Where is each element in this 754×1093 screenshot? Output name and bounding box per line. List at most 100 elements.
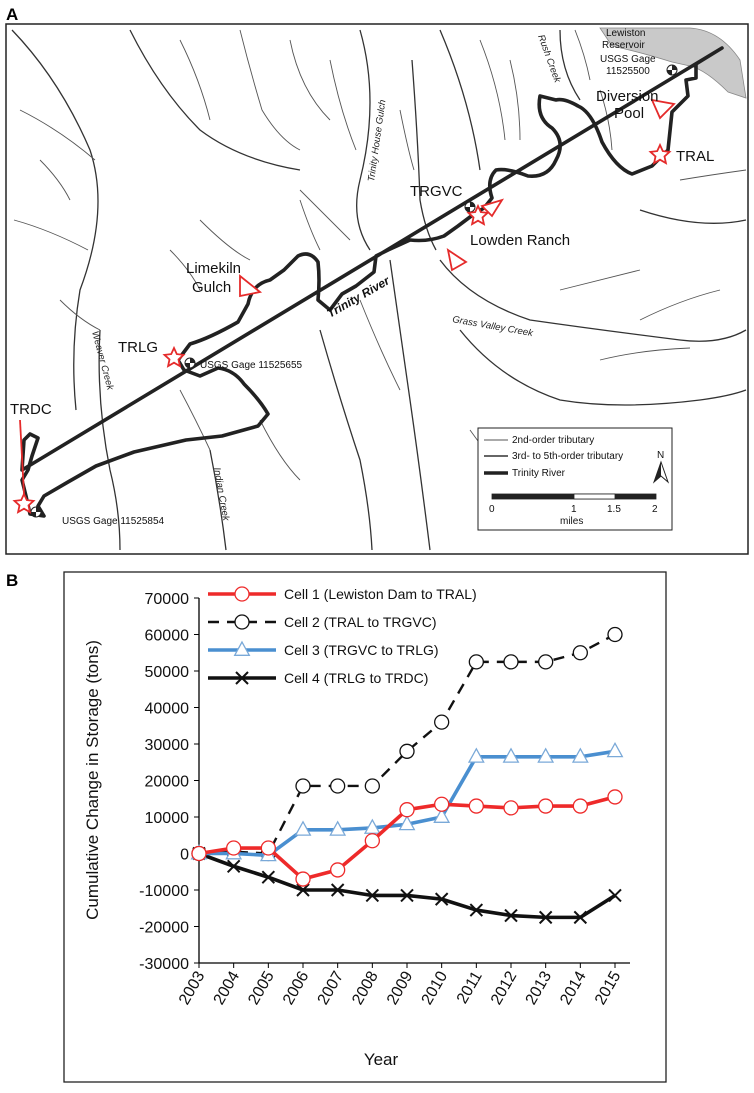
- data-point: [502, 747, 520, 763]
- data-point: [503, 654, 519, 670]
- data-point: [572, 645, 588, 661]
- data-point: [607, 626, 623, 643]
- data-point: [364, 833, 380, 849]
- lewiston-reservoir-label-1: Lewiston: [606, 28, 645, 39]
- diversion-pool-label-2: Pool: [614, 105, 644, 122]
- y-tick-label: 60000: [145, 628, 190, 645]
- scale-unit-label: miles: [560, 516, 583, 527]
- legend-trib2-label: 2nd-order tributary: [512, 435, 594, 446]
- data-point: [330, 883, 345, 897]
- star-icon-tral: [648, 142, 672, 165]
- data-point: [468, 654, 484, 670]
- north-label: N: [657, 450, 664, 461]
- legend-label-4: Cell 4 (TRLG to TRDC): [284, 670, 428, 686]
- trdc-label: TRDC: [10, 401, 52, 418]
- data-point: [433, 807, 451, 823]
- scale-tick-0: 0: [489, 504, 495, 515]
- tral-label: TRAL: [676, 148, 714, 165]
- data-point: [399, 802, 415, 818]
- data-point: [608, 888, 622, 903]
- data-point: [467, 747, 485, 763]
- data-point: [538, 654, 554, 670]
- scale-bar: [491, 493, 657, 500]
- data-point: [400, 888, 414, 903]
- gage-11525854-label: USGS Gage 11525854: [62, 516, 165, 527]
- y-tick-label: -10000: [139, 883, 189, 900]
- triangle-icon-limekiln: [239, 274, 263, 298]
- legend-marker-2: [234, 614, 250, 630]
- gage-11525655: [184, 357, 196, 369]
- limekiln-label-2: Gulch: [192, 279, 231, 296]
- data-point: [538, 910, 553, 925]
- data-point: [434, 892, 449, 906]
- data-point: [434, 796, 450, 812]
- triangle-icon-diversion-pool: [650, 98, 676, 120]
- y-tick-label: -30000: [139, 956, 189, 973]
- legend-river-label: Trinity River: [512, 468, 566, 479]
- y-tick-label: 30000: [145, 737, 190, 754]
- panel-a-letter: A: [6, 5, 18, 24]
- gage-11525500: [666, 64, 678, 76]
- y-tick-label: -20000: [139, 920, 189, 937]
- y-tick-label: 10000: [145, 810, 190, 827]
- map-legend: 2nd-order tributary 3rd- to 5th-order tr…: [477, 427, 673, 531]
- gage-trgvc: [464, 201, 476, 213]
- y-tick-label: 40000: [145, 701, 190, 718]
- triangle-icon-lowden-2: [446, 248, 468, 272]
- data-point: [295, 871, 311, 887]
- legend-marker-3: [233, 640, 251, 656]
- series-2: [191, 626, 623, 862]
- limekiln-label-1: Limekiln: [186, 260, 241, 277]
- data-point: [330, 862, 346, 878]
- data-point: [294, 820, 312, 836]
- y-tick-label: 20000: [145, 774, 190, 791]
- x-axis-title: Year: [364, 1050, 399, 1069]
- tributary-network: [11, 29, 747, 551]
- scale-tick-1: 1: [571, 504, 577, 515]
- data-point: [434, 714, 450, 730]
- data-point: [573, 910, 588, 925]
- star-icon-trgvc: [466, 203, 490, 226]
- data-point: [261, 870, 276, 884]
- y-tick-label: 0: [180, 847, 189, 864]
- y-tick-label: 50000: [145, 664, 190, 681]
- legend-label-1: Cell 1 (Lewiston Dam to TRAL): [284, 586, 477, 602]
- diversion-pool-label-1: Diversion: [596, 88, 659, 105]
- map-panel: Lewiston Reservoir USGS Gage 11525500 Di…: [5, 23, 749, 555]
- data-point: [260, 840, 276, 856]
- lowden-ranch-label: Lowden Ranch: [470, 232, 570, 249]
- legend-marker-1: [234, 586, 250, 602]
- lewiston-reservoir-label-2: Reservoir: [602, 40, 645, 51]
- scale-tick-3: 2: [652, 504, 658, 515]
- trdc-pointer-line: [19, 419, 25, 495]
- gage-11525655-label: USGS Gage 11525655: [200, 360, 303, 371]
- data-point: [571, 747, 589, 763]
- series-layer: [190, 626, 624, 925]
- y-tick-label: 70000: [145, 591, 190, 608]
- data-point: [365, 888, 380, 903]
- data-point: [606, 741, 624, 758]
- y-axis-title: Cumulative Change in Storage (tons): [83, 640, 102, 920]
- data-point: [398, 814, 416, 831]
- scale-tick-2: 1.5: [607, 504, 621, 515]
- data-point: [572, 798, 588, 814]
- chart-legend: Cell 1 (Lewiston Dam to TRAL) Cell 2 (TRA…: [208, 586, 477, 686]
- data-point: [399, 743, 415, 759]
- trinity-river-channel: [20, 46, 724, 518]
- trlg-label: TRLG: [118, 339, 158, 356]
- star-icon-trdc: [12, 491, 36, 514]
- data-point: [504, 908, 518, 923]
- data-point: [226, 840, 242, 856]
- data-point: [329, 820, 347, 836]
- lewiston-reservoir: [599, 27, 747, 99]
- series-4: [192, 846, 622, 925]
- trgvc-label: TRGVC: [410, 183, 463, 200]
- data-point: [503, 800, 519, 816]
- data-point: [538, 798, 554, 814]
- data-point: [330, 778, 346, 794]
- data-point: [537, 747, 555, 763]
- legend-label-3: Cell 3 (TRGVC to TRLG): [284, 642, 439, 658]
- data-point: [295, 778, 311, 794]
- legend-marker-4: [235, 671, 249, 685]
